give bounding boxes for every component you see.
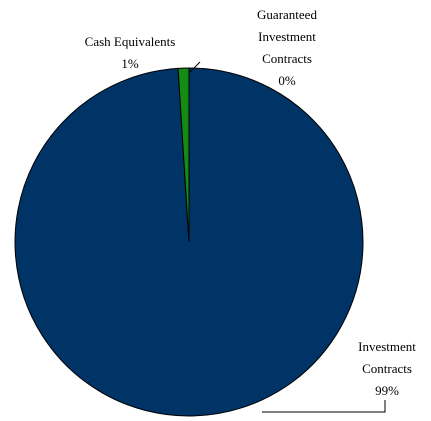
category-label: Guaranteed Investment Contracts (257, 7, 317, 66)
value-label: 0% (278, 73, 296, 88)
leader-line (189, 61, 201, 73)
category-label: Investment Contracts (358, 339, 416, 376)
leader-line (262, 400, 386, 413)
value-label: 1% (121, 56, 139, 71)
slice-label: Cash Equivalents 1% (70, 31, 190, 75)
category-label: Cash Equivalents (84, 34, 176, 49)
slice-label: Guaranteed Investment Contracts 0% (244, 4, 330, 92)
value-label: 99% (375, 383, 399, 398)
slice-label: Investment Contracts 99% (344, 336, 430, 402)
